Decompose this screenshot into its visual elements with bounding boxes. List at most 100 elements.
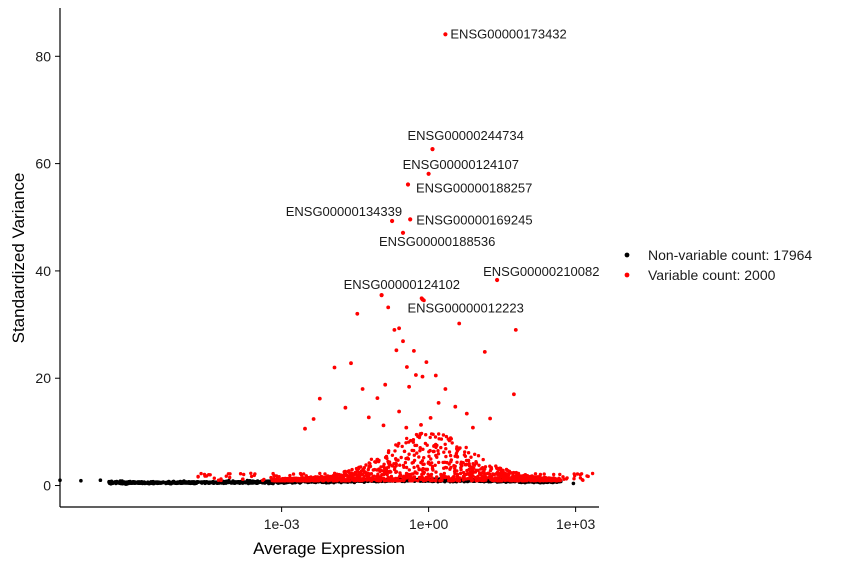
point-variable [408, 479, 412, 483]
y-tick-label: 40 [35, 263, 51, 279]
point-variable [388, 469, 392, 473]
point-variable [412, 477, 416, 481]
point-variable [343, 405, 348, 410]
point-variable [262, 477, 266, 482]
gene-label: ENSG00000173432 [450, 26, 566, 41]
point-variable [578, 473, 582, 477]
point-variable [474, 479, 479, 483]
point-variable [443, 387, 448, 391]
point-variable [422, 456, 426, 460]
point-variable [297, 478, 302, 483]
point-variable [371, 475, 375, 479]
point-variable [406, 472, 411, 477]
point-variable [499, 473, 504, 477]
point-variable [382, 469, 386, 473]
point-variable [414, 443, 419, 448]
point-variable [419, 431, 424, 436]
gene-label: ENSG00000124107 [403, 157, 519, 172]
point-variable [461, 476, 465, 480]
point-variable [394, 470, 398, 474]
point-variable [355, 478, 360, 482]
point-non-variable [252, 480, 257, 484]
point-labeled-gene [430, 147, 435, 152]
point-variable [512, 392, 516, 397]
point-variable [473, 452, 477, 456]
point-variable [386, 450, 391, 455]
point-variable [403, 474, 408, 478]
gene-label: ENSG00000244734 [408, 128, 524, 143]
point-variable [379, 475, 383, 479]
point-variable [498, 479, 503, 483]
point-variable [435, 475, 439, 479]
point-variable [432, 449, 436, 454]
point-non-variable [142, 480, 147, 484]
point-variable [313, 475, 318, 479]
point-variable [381, 476, 386, 481]
point-variable [405, 436, 409, 441]
point-variable [459, 466, 463, 470]
point-variable [469, 455, 473, 459]
point-labeled-gene [390, 218, 395, 224]
point-variable [433, 435, 438, 439]
point-variable [404, 441, 408, 445]
point-variable [288, 473, 292, 478]
point-non-variable [188, 480, 193, 484]
point-variable [383, 455, 388, 460]
point-variable [434, 479, 438, 483]
point-variable [367, 461, 371, 465]
legend-marker-non-variable [624, 252, 630, 258]
point-non-variable [206, 480, 211, 484]
point-variable [440, 474, 444, 479]
point-variable [462, 453, 467, 457]
point-variable [476, 454, 481, 458]
point-variable [238, 472, 243, 476]
point-variable [464, 472, 469, 477]
point-variable [457, 321, 462, 326]
point-variable [424, 360, 429, 364]
point-variable [454, 451, 459, 456]
point-non-variable [571, 481, 576, 486]
point-variable [332, 365, 337, 370]
point-variable [412, 458, 417, 463]
point-non-variable [127, 480, 131, 485]
point-non-variable [175, 481, 179, 486]
point-variable [433, 373, 438, 378]
point-variable [464, 411, 469, 416]
axes-layer [59, 8, 599, 508]
point-variable [586, 474, 590, 479]
point-non-variable [237, 481, 242, 485]
point-variable [402, 449, 407, 453]
point-variable [444, 434, 449, 439]
point-variable [420, 468, 424, 472]
point-variable [374, 460, 378, 464]
point-variable [338, 474, 342, 478]
point-variable [196, 475, 200, 479]
point-variable [444, 466, 449, 470]
point-variable [488, 472, 492, 476]
point-variable [552, 472, 556, 477]
point-variable [441, 460, 445, 465]
point-variable [444, 454, 448, 459]
point-variable [360, 387, 365, 391]
point-variable [420, 374, 425, 379]
point-variable [339, 478, 344, 483]
point-variable [404, 465, 409, 470]
point-variable [343, 473, 347, 477]
point-variable [489, 477, 493, 482]
point-variable [372, 467, 377, 472]
point-variable [397, 441, 401, 446]
point-variable [430, 461, 434, 465]
point-variable [404, 425, 409, 430]
point-variable [453, 404, 458, 409]
point-non-variable [243, 481, 248, 485]
legend-label-non-variable: Non-variable count: 17964 [648, 247, 812, 263]
point-variable [442, 450, 446, 454]
point-variable [386, 475, 390, 480]
point-variable [444, 447, 448, 451]
point-non-variable [117, 481, 122, 485]
point-variable [523, 473, 527, 477]
point-non-variable [248, 479, 252, 484]
point-variable [501, 476, 505, 480]
point-variable [416, 479, 420, 483]
